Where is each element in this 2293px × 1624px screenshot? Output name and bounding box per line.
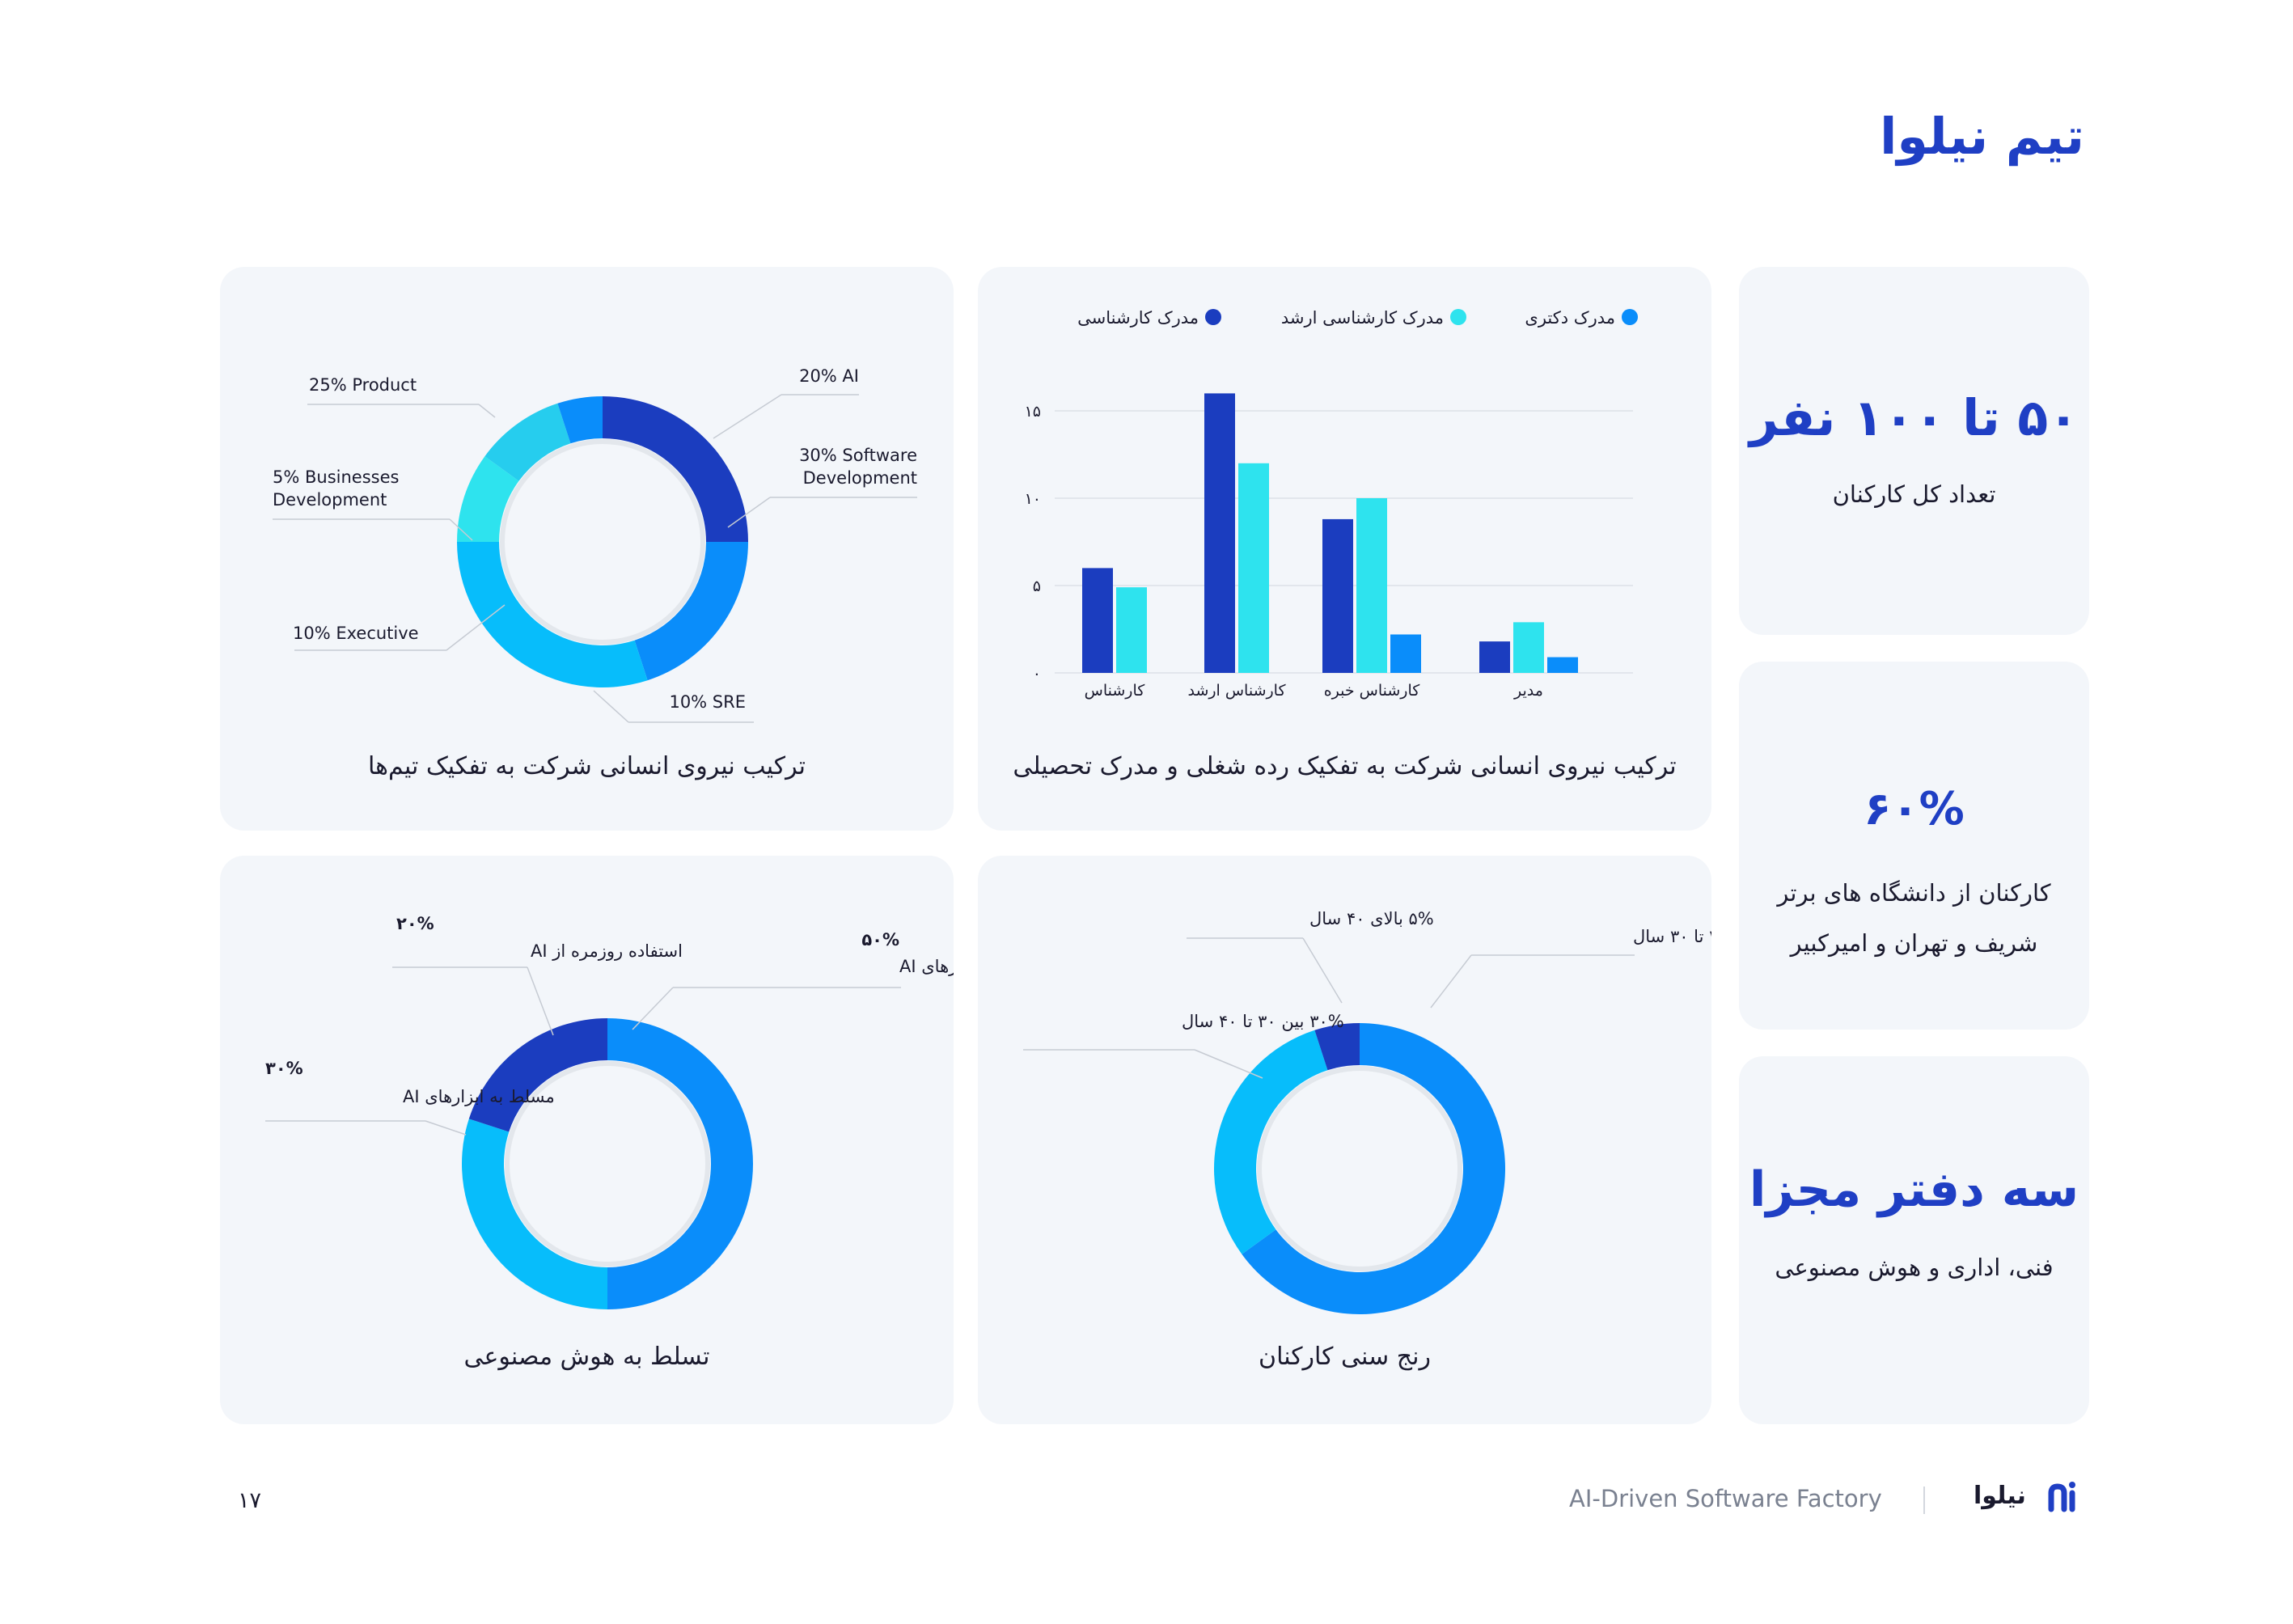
donut-slice-4: [484, 403, 571, 481]
age-label-40-plus: ۵% بالای ۴۰ سال: [1309, 909, 1434, 928]
age-chart-title: رنج سنی کارکنان: [1259, 1343, 1431, 1371]
x-tick-label: کارشناس خبره: [1324, 682, 1421, 700]
donut-hole: [500, 439, 705, 645]
stat-label-universities-2: شریف و تهران و امیرکبیر: [1790, 929, 2038, 957]
ai-slice-label-full: کاملا مسلط به ابزارهای AI: [899, 957, 954, 976]
footer-logo: نیلوا: [1974, 1480, 2079, 1516]
ai-skill-labels: ۵۰% کاملا مسلط به ابزارهای AI ۳۰% مسلط ب…: [265, 914, 954, 1136]
x-tick-label: مدیر: [1513, 682, 1543, 700]
legend-label-bachelors: مدرک کارشناسی: [1077, 308, 1199, 328]
legend-dot-phd: [1622, 309, 1638, 325]
stat-value-universities: ۶۰%: [1864, 783, 1965, 835]
slice-label-software: 30% Software: [799, 446, 917, 465]
donut-hole: [505, 1061, 710, 1267]
y-tick-label: ۱۰: [1025, 490, 1041, 508]
page-title: تیم نیلوا: [1880, 107, 2084, 166]
ai-skill-chart-title: تسلط به هوش مصنوعی: [463, 1343, 710, 1371]
ai-slice-pct-full: ۵۰%: [861, 930, 899, 949]
age-label-20-30: ۶۵% بین ۲۰ تا ۳۰ سال: [1633, 927, 1711, 946]
ai-slice-label-skilled: مسلط به ابزارهای AI: [403, 1087, 555, 1106]
donut-slice-0: [1242, 1023, 1505, 1314]
donut-slice-5: [557, 396, 603, 444]
y-tick-label: ۰: [1033, 665, 1041, 683]
bar-legend: مدرک دکتری مدرک کارشناسی ارشد مدرک کارشن…: [1077, 308, 1638, 328]
age-label-30-40: ۳۰% بین ۳۰ تا ۴۰ سال: [1182, 1012, 1344, 1031]
donut-slice-3: [457, 456, 519, 542]
bar-2-2: [1390, 634, 1421, 673]
stat-card-employees: ۵۰ تا ۱۰۰ نفر تعداد کل کارکنان: [1739, 267, 2089, 635]
ai-skill-donut-chart: ۵۰% کاملا مسلط به ابزارهای AI ۳۰% مسلط ب…: [265, 914, 954, 1309]
bar-0-1: [1116, 587, 1147, 673]
donut-slice-0: [607, 1018, 753, 1309]
slice-label-product: 25% Product: [309, 375, 417, 395]
page-number: ۱۷: [238, 1488, 262, 1513]
donut-slice-1: [1214, 1030, 1328, 1254]
ai-slice-pct-skilled: ۳۰%: [265, 1059, 303, 1078]
grades-chart-card: مدرک دکتری مدرک کارشناسی ارشد مدرک کارشن…: [978, 267, 1711, 831]
donut-slice-1: [462, 1119, 607, 1309]
stat-value-offices: سه دفتر مجزا: [1749, 1161, 2079, 1218]
stat-label-employees: تعداد کل کارکنان: [1832, 480, 1996, 508]
slice-label-bizdev: 5% Businesses: [273, 467, 399, 487]
legend-label-masters: مدرک کارشناسی ارشد: [1281, 308, 1444, 328]
age-labels: ۶۵% بین ۲۰ تا ۳۰ سال ۳۰% بین ۳۰ تا ۴۰ سا…: [1023, 909, 1711, 1079]
grades-chart-title: ترکیب نیروی انسانی شرکت به تفکیک رده شغل…: [1013, 752, 1677, 780]
bar-3-1: [1513, 622, 1544, 673]
donut-slice-2: [1314, 1023, 1360, 1071]
footer-logo-text: نیلوا: [1974, 1482, 2026, 1510]
teams-donut-chart: 25% Product 20% AI 30% Software Developm…: [273, 366, 917, 723]
bar-3-2: [1547, 657, 1578, 673]
slice-label-software-2: Development: [803, 468, 917, 488]
age-donut-chart: ۶۵% بین ۲۰ تا ۳۰ سال ۳۰% بین ۳۰ تا ۴۰ سا…: [1023, 909, 1711, 1314]
x-tick-label: کارشناس: [1085, 682, 1146, 700]
age-chart-card: ۶۵% بین ۲۰ تا ۳۰ سال ۳۰% بین ۳۰ تا ۴۰ سا…: [978, 856, 1711, 1424]
y-tick-label: ۱۵: [1025, 403, 1041, 421]
stat-label-universities-1: کارکنان از دانشگاه های برتر: [1777, 879, 2051, 907]
bar-0-0: [1082, 568, 1113, 673]
donut-slice-2: [457, 542, 648, 688]
donut-slice-1: [634, 542, 748, 681]
ai-slice-pct-daily: ۲۰%: [396, 914, 434, 933]
stat-card-universities: ۶۰% کارکنان از دانشگاه های برتر شریف و ت…: [1739, 662, 2089, 1030]
slice-label-bizdev-2: Development: [273, 490, 387, 510]
bar-1-1: [1238, 463, 1269, 673]
slice-label-executive: 10% Executive: [293, 624, 419, 643]
legend-dot-bachelors: [1205, 309, 1221, 325]
stat-value-employees: ۵۰ تا ۱۰۰ نفر: [1749, 388, 2079, 447]
legend-dot-masters: [1450, 309, 1466, 325]
ai-skill-chart-card: ۵۰% کاملا مسلط به ابزارهای AI ۳۰% مسلط ب…: [220, 856, 954, 1424]
slice-label-sre: 10% SRE: [669, 692, 746, 712]
grades-bar-chart: مدرک دکتری مدرک کارشناسی ارشد مدرک کارشن…: [1025, 308, 1638, 700]
donut-hole: [1257, 1066, 1462, 1271]
teams-chart-title: ترکیب نیروی انسانی شرکت به تفکیک تیم‌ها: [368, 752, 806, 780]
teams-chart-card: 25% Product 20% AI 30% Software Developm…: [220, 267, 954, 831]
bar-1-0: [1204, 393, 1235, 673]
ai-slice-label-daily: استفاده روزمره از AI: [531, 941, 683, 961]
footer-divider: [1923, 1487, 1925, 1514]
stat-label-offices: فنی، اداری و هوش مصنوعی: [1775, 1254, 2054, 1281]
y-tick-label: ۵: [1033, 577, 1041, 595]
stat-card-offices: سه دفتر مجزا فنی، اداری و هوش مصنوعی: [1739, 1056, 2089, 1424]
bar-2-0: [1322, 518, 1353, 673]
bar-3-0: [1479, 641, 1510, 673]
teams-chart-labels: 25% Product 20% AI 30% Software Developm…: [273, 366, 917, 723]
slice-label-ai: 20% AI: [799, 366, 859, 386]
bar-2-1: [1356, 498, 1387, 673]
footer-tagline: AI-Driven Software Factory: [1569, 1485, 1882, 1512]
donut-slice-0: [603, 396, 748, 542]
donut-slice-2: [468, 1018, 607, 1132]
x-tick-label: کارشناس ارشد: [1187, 682, 1286, 700]
logo-mark-icon: [2048, 1480, 2077, 1512]
legend-label-phd: مدرک دکتری: [1525, 308, 1615, 328]
